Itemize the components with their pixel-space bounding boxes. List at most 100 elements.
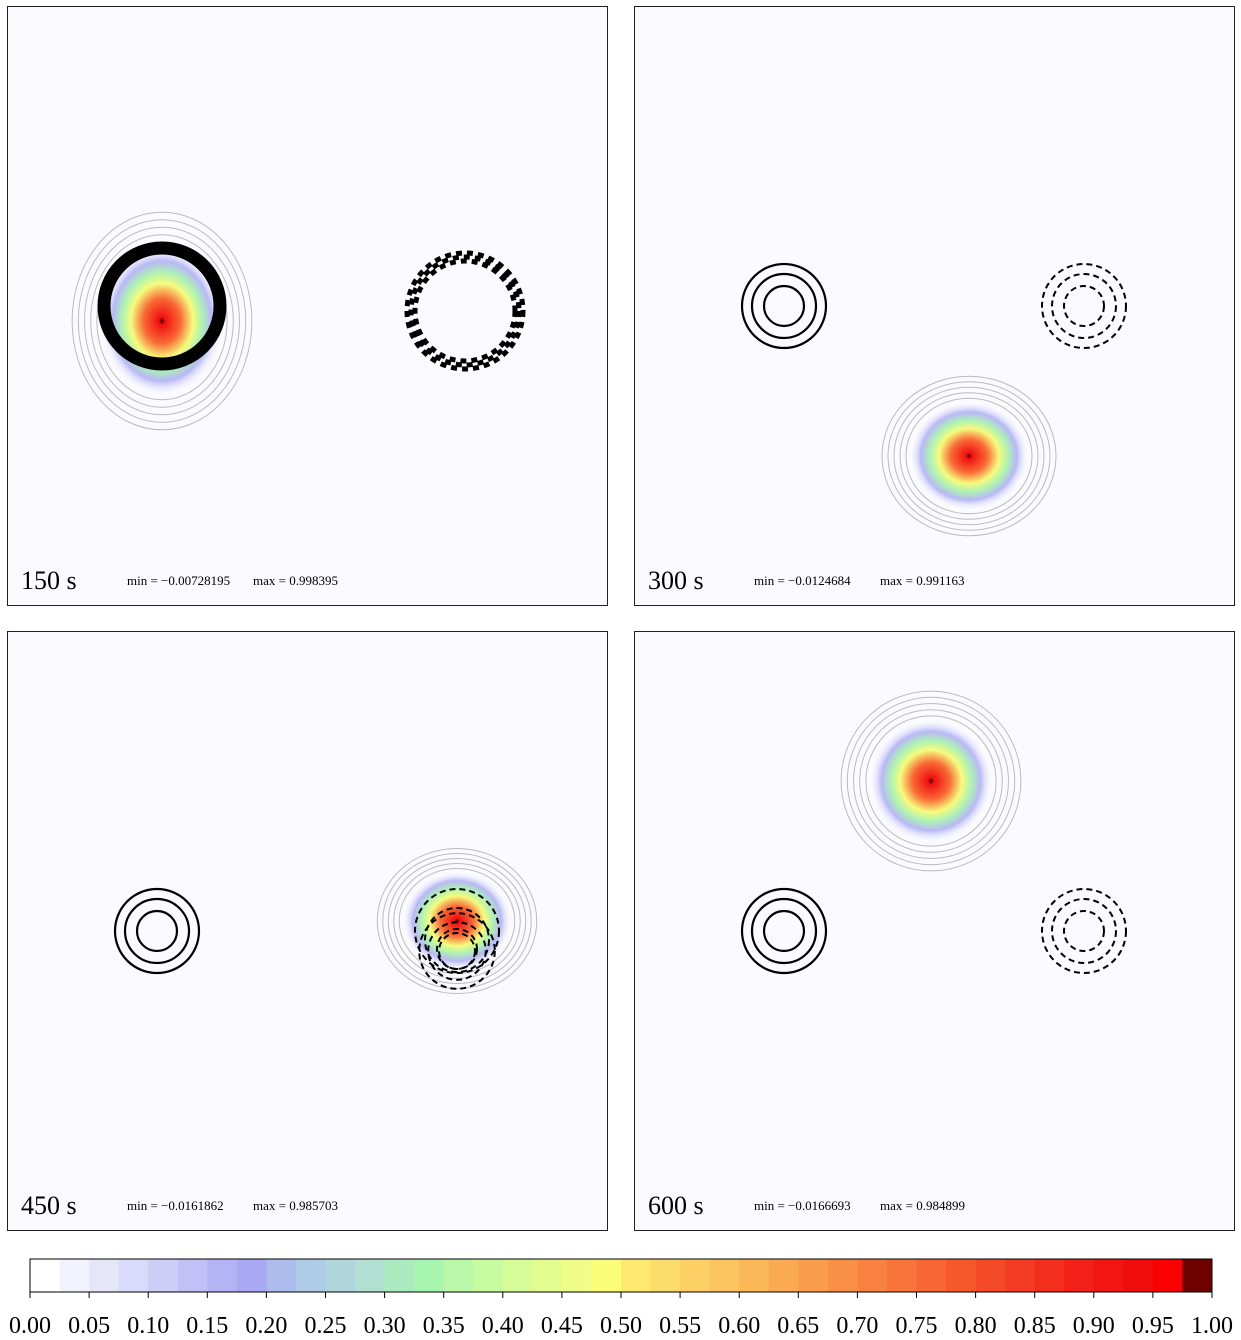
- colorbar-swatch: [946, 1259, 977, 1292]
- dashed-contour: [1041, 888, 1127, 974]
- min-label: min = −0.00728195: [127, 573, 230, 588]
- contour: [84, 226, 240, 416]
- dashed-contour: [438, 932, 476, 970]
- colorbar-swatch: [355, 1259, 386, 1292]
- colorbar-tick-label: 0.80: [955, 1313, 997, 1339]
- colorbar-swatch: [798, 1259, 829, 1292]
- dashed-contour: [418, 912, 496, 990]
- colorbar-tick-label: 0.05: [68, 1313, 110, 1339]
- contour: [865, 715, 997, 847]
- solid-contour: [97, 241, 227, 371]
- dashed-contour: [1063, 910, 1105, 952]
- solid-contour: [105, 249, 219, 363]
- dashed-contour: [408, 254, 522, 368]
- colorbar-swatch: [89, 1259, 120, 1292]
- colorbar-swatch: [916, 1259, 947, 1292]
- colorbar-tick-label: 1.00: [1191, 1313, 1233, 1339]
- max-label: max = 0.991163: [880, 573, 964, 588]
- colorbar-swatch: [236, 1259, 267, 1292]
- colorbar-swatch: [886, 1259, 917, 1292]
- solid-contour: [750, 897, 818, 965]
- contour: [71, 211, 253, 431]
- colorbar-swatch: [295, 1259, 326, 1292]
- colorbar-swatch: [325, 1259, 356, 1292]
- dashed-contour: [1063, 285, 1105, 327]
- field-blob: [869, 719, 993, 843]
- colorbar-tick-label: 0.55: [659, 1313, 701, 1339]
- panel: 150 s min = −0.00728195 max = 0.998395: [7, 6, 608, 606]
- min-label: min = −0.0161862: [127, 1198, 224, 1213]
- colorbar-swatch: [739, 1259, 770, 1292]
- colorbar-swatch: [266, 1259, 297, 1292]
- min-label: min = −0.0166693: [754, 1198, 851, 1213]
- contour: [881, 375, 1057, 537]
- dashed-contour: [427, 921, 487, 981]
- colorbar-swatch: [532, 1259, 563, 1292]
- colorbar-tick-label: 0.85: [1014, 1313, 1056, 1339]
- time-label: 300 s: [648, 566, 704, 595]
- colorbar-tick-label: 0.60: [718, 1313, 760, 1339]
- dashed-contour: [412, 258, 518, 364]
- colorbar-tick-label: 0.35: [423, 1313, 465, 1339]
- max-label: max = 0.998395: [253, 573, 338, 588]
- min-label: min = −0.0124684: [754, 573, 851, 588]
- dashed-contour: [1051, 273, 1117, 339]
- colorbar-swatch: [561, 1259, 592, 1292]
- colorbar-swatch: [975, 1259, 1006, 1292]
- colorbar-tick-label: 0.00: [9, 1313, 51, 1339]
- colorbar-tick-label: 0.45: [541, 1313, 583, 1339]
- colorbar-tick-label: 0.65: [777, 1313, 819, 1339]
- colorbar-tick-label: 0.20: [245, 1313, 287, 1339]
- dashed-contour: [1051, 898, 1117, 964]
- contour: [393, 863, 521, 979]
- colorbar-swatch: [384, 1259, 415, 1292]
- field-blob: [909, 401, 1029, 511]
- colorbar-swatch: [827, 1259, 858, 1292]
- colorbar-swatch: [118, 1259, 149, 1292]
- contour: [846, 696, 1016, 866]
- colorbar-swatch: [59, 1259, 90, 1292]
- colorbar-swatch: [680, 1259, 711, 1292]
- colorbar-swatch: [650, 1259, 681, 1292]
- colorbar-swatch: [148, 1259, 179, 1292]
- colorbar-swatch: [709, 1259, 740, 1292]
- dashed-contour: [404, 250, 526, 372]
- time-label: 450 s: [21, 1191, 77, 1220]
- colorbar-swatch: [591, 1259, 622, 1292]
- colorbar-tick-label: 0.70: [836, 1313, 878, 1339]
- panel: 300 s min = −0.0124684 max = 0.991163: [634, 6, 1235, 606]
- contour: [840, 690, 1022, 872]
- colorbar-swatch: [1034, 1259, 1065, 1292]
- contour: [859, 709, 1003, 853]
- dashed-contour: [424, 907, 490, 973]
- colorbar-swatch: [1182, 1259, 1213, 1292]
- colorbar-swatch: [1152, 1259, 1183, 1292]
- colorbar-tick-label: 0.90: [1073, 1313, 1115, 1339]
- contour: [387, 858, 527, 984]
- contour: [77, 219, 247, 423]
- max-label: max = 0.985703: [253, 1198, 338, 1213]
- contour: [382, 853, 532, 989]
- dashed-contour: [1041, 263, 1127, 349]
- solid-contour: [113, 887, 201, 975]
- contour: [853, 703, 1009, 859]
- panel: 600 s min = −0.0166693 max = 0.984899: [634, 631, 1235, 1231]
- colorbar-tick-label: 0.30: [364, 1313, 406, 1339]
- colorbar-tick-label: 0.10: [127, 1313, 169, 1339]
- solid-contour: [762, 284, 806, 328]
- field-blob: [402, 871, 512, 971]
- colorbar-swatch: [1064, 1259, 1095, 1292]
- solid-contour: [101, 245, 223, 367]
- colorbar-tick-label: 0.15: [186, 1313, 228, 1339]
- contour: [899, 392, 1039, 520]
- panel-frame: [7, 631, 608, 1231]
- colorbar-swatch: [1093, 1259, 1124, 1292]
- colorbar-swatch: [621, 1259, 652, 1292]
- contour: [887, 381, 1051, 531]
- contour: [90, 234, 234, 408]
- colorbar-tick-label: 0.40: [482, 1313, 524, 1339]
- solid-contour: [740, 887, 828, 975]
- colorbar-swatch: [30, 1259, 61, 1292]
- contour: [893, 386, 1045, 526]
- dashed-contour: [414, 888, 500, 974]
